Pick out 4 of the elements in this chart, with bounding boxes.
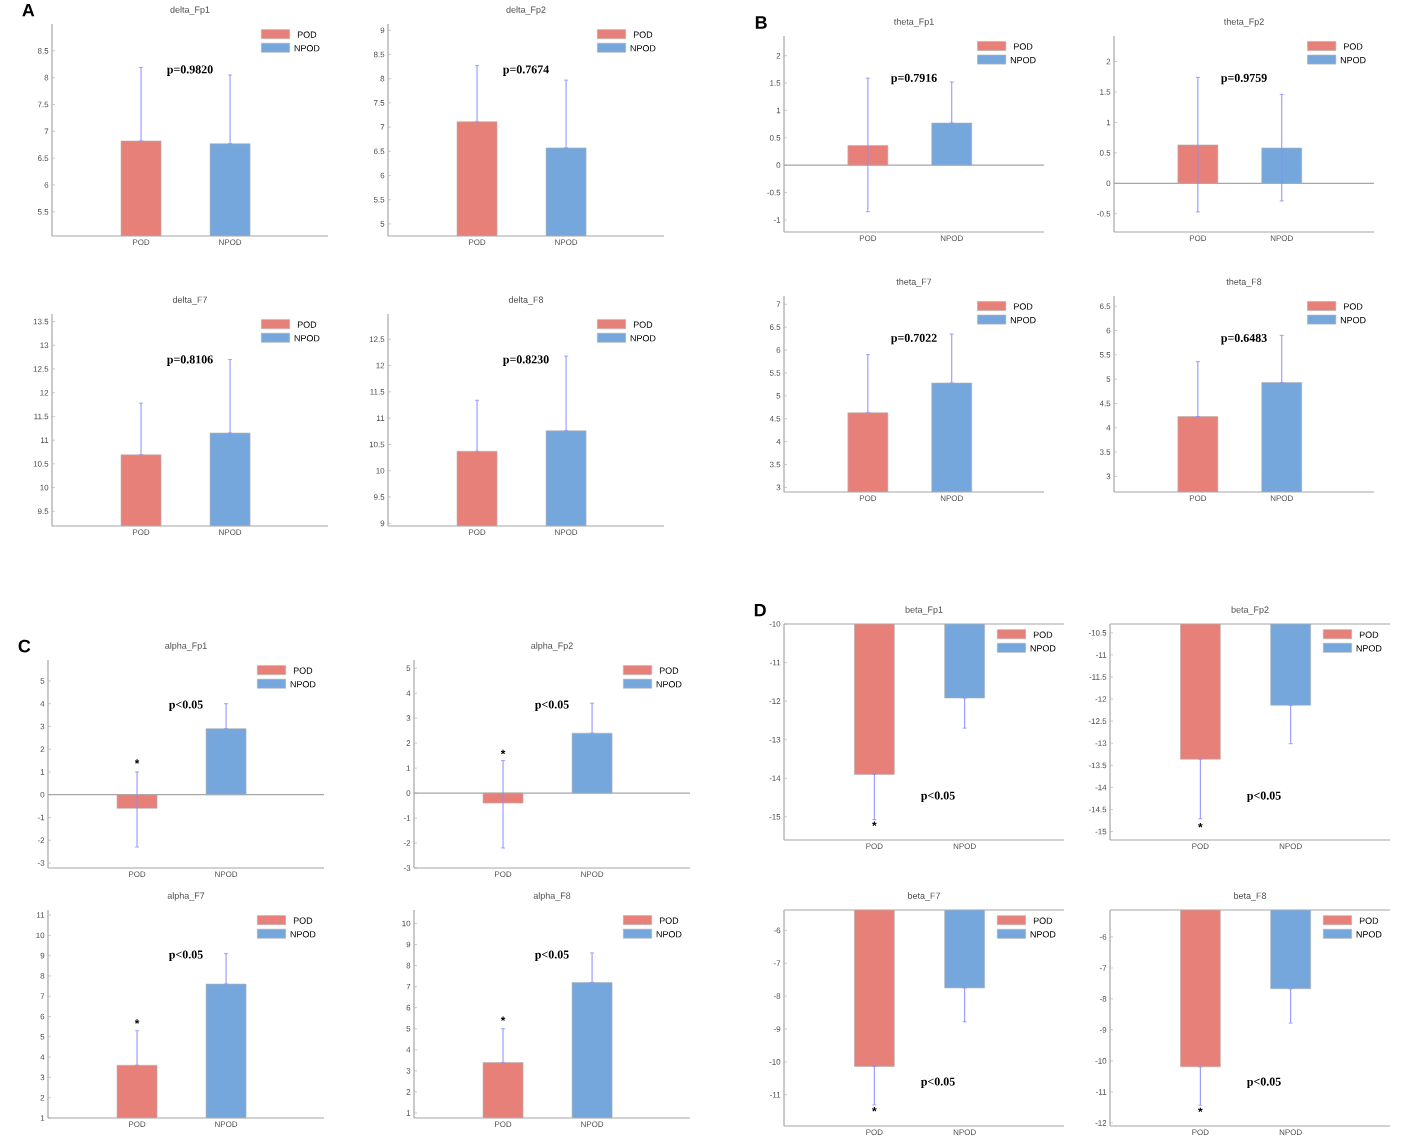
text: A xyxy=(22,4,35,17)
text: B xyxy=(755,16,767,29)
text: D xyxy=(754,603,766,617)
text: C xyxy=(18,639,31,653)
